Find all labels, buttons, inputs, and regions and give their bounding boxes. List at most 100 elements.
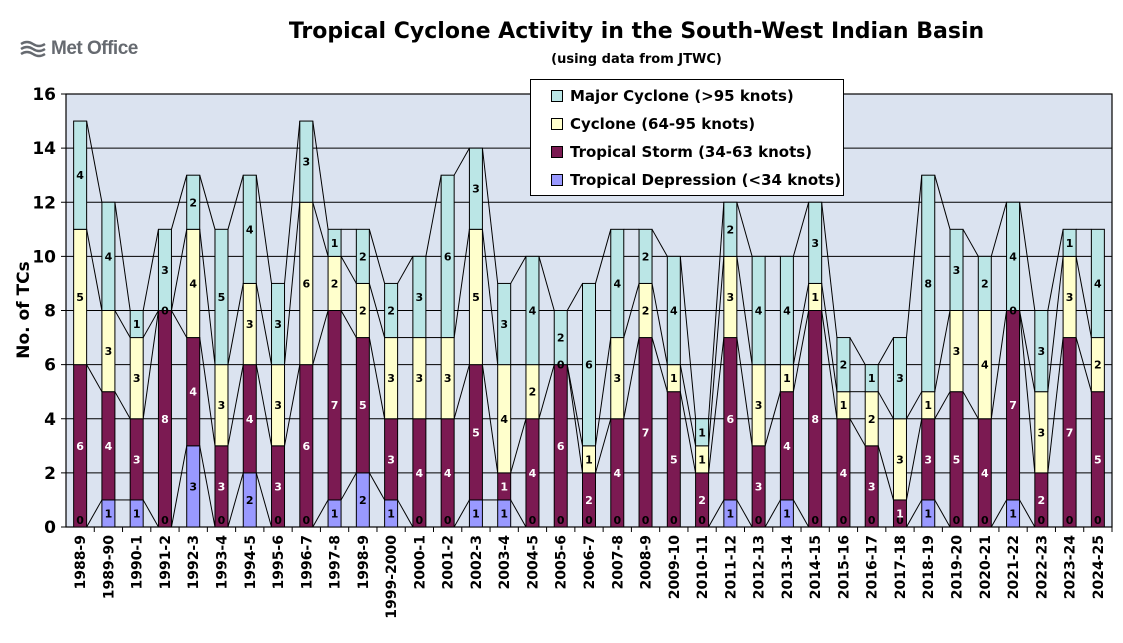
data-label-ts: 7	[331, 399, 339, 412]
data-label-cy: 1	[670, 372, 678, 385]
x-tick-label: 1988-9	[73, 535, 89, 590]
series-connector-major	[425, 175, 442, 257]
data-label-td: 3	[189, 480, 197, 493]
series-connector-major	[397, 256, 414, 284]
bar-major	[553, 310, 568, 366]
data-label-major: 6	[585, 359, 593, 372]
series-connector-ts	[368, 337, 386, 419]
data-label-ts: 5	[1094, 453, 1102, 466]
data-label-ts: 7	[642, 426, 650, 439]
series-connector-major	[792, 202, 810, 257]
data-label-td: 1	[727, 507, 735, 520]
x-tick-label: 2024-25	[1091, 535, 1107, 599]
bar-major	[949, 228, 964, 311]
series-connector-ts	[623, 337, 640, 419]
chart-title: Tropical Cyclone Activity in the South-W…	[288, 19, 985, 44]
data-label-major: 3	[896, 372, 904, 385]
data-label-ts: 7	[1066, 426, 1074, 439]
series-connector-major	[905, 175, 923, 338]
data-label-major: 8	[924, 277, 932, 290]
data-label-ts: 4	[529, 467, 537, 480]
data-label-td: 1	[387, 507, 395, 520]
data-label-td: 0	[642, 514, 650, 527]
data-label-major: 2	[557, 332, 565, 345]
data-label-cy: 3	[387, 372, 395, 385]
data-label-td: 0	[613, 514, 621, 527]
bar-major	[73, 120, 88, 230]
data-label-cy: 2	[331, 277, 339, 290]
data-label-td: 0	[161, 514, 169, 527]
data-label-cy: 2	[1094, 359, 1102, 372]
series-connector-major	[1047, 229, 1064, 311]
series-connector-ts	[510, 418, 527, 474]
data-label-cy: 1	[924, 399, 932, 412]
data-label-ts: 4	[613, 467, 621, 480]
x-tick-label: 2012-13	[752, 535, 768, 599]
series-connector-td	[312, 499, 329, 528]
met-office-logo: Met Office	[20, 38, 138, 60]
series-connector-cy	[679, 364, 697, 446]
series-connector-ts	[1019, 310, 1036, 473]
data-label-major: 2	[727, 223, 735, 236]
x-tick-label: 2011-12	[723, 535, 739, 599]
series-connector-ts	[538, 364, 555, 419]
legend-swatch-tropical-depression	[551, 174, 563, 186]
series-connector-td	[736, 499, 753, 528]
data-label-td: 0	[840, 514, 848, 527]
data-label-ts: 4	[840, 467, 848, 480]
series-connector-cy	[906, 391, 923, 419]
bar-major	[836, 337, 851, 393]
series-connector-cy	[284, 202, 301, 365]
series-connector-td	[368, 472, 386, 501]
series-connector-ts	[340, 310, 357, 338]
bar-major	[808, 201, 823, 284]
bar-major	[299, 120, 314, 203]
data-label-major: 4	[783, 305, 791, 318]
data-label-cy: 2	[868, 413, 876, 426]
data-label-cy: 2	[642, 305, 650, 318]
legend-label-major: Major Cyclone (>95 knots)	[570, 87, 794, 105]
data-label-major: 3	[472, 183, 480, 196]
bar-major	[751, 255, 766, 366]
data-label-td: 2	[246, 494, 254, 507]
data-label-major: 1	[868, 372, 876, 385]
x-tick-label: 2020-21	[978, 535, 994, 599]
series-connector-major	[284, 121, 301, 284]
series-connector-major	[990, 202, 1008, 257]
met-office-logo-icon	[20, 40, 46, 58]
x-tick-label: 2016-17	[865, 535, 881, 599]
data-label-td: 0	[218, 514, 226, 527]
series-connector-ts	[566, 364, 583, 473]
data-label-td: 0	[698, 514, 706, 527]
data-label-major: 2	[359, 250, 367, 263]
data-label-ts: 1	[896, 507, 904, 520]
series-connector-ts	[962, 391, 979, 419]
series-connector-td	[764, 499, 781, 528]
y-tick-label: 6	[44, 356, 56, 376]
bar-major	[695, 418, 710, 447]
data-label-cy: 0	[1009, 305, 1017, 318]
data-label-major: 1	[1066, 237, 1074, 250]
series-connector-td	[990, 499, 1007, 528]
series-connector-major	[934, 175, 951, 230]
series-connector-td	[227, 472, 244, 528]
series-connector-cy	[312, 202, 329, 257]
data-label-cy: 3	[953, 345, 961, 358]
y-tick-label: 2	[44, 464, 56, 484]
data-label-ts: 4	[444, 467, 452, 480]
data-label-major: 4	[105, 250, 113, 263]
series-connector-major	[312, 120, 329, 230]
series-connector-ts	[877, 445, 894, 501]
series-connector-major	[453, 147, 470, 176]
series-connector-ts	[142, 310, 159, 419]
bar-major	[1034, 310, 1049, 393]
bar-major	[921, 174, 936, 393]
data-label-major: 3	[1037, 345, 1045, 358]
series-connector-td	[453, 499, 470, 528]
series-connector-major	[877, 337, 894, 365]
bar-major	[638, 228, 653, 284]
data-label-major: 4	[755, 305, 763, 318]
data-label-ts: 4	[981, 467, 989, 480]
series-connector-ts	[114, 391, 131, 419]
x-tick-label: 2004-5	[525, 535, 541, 590]
